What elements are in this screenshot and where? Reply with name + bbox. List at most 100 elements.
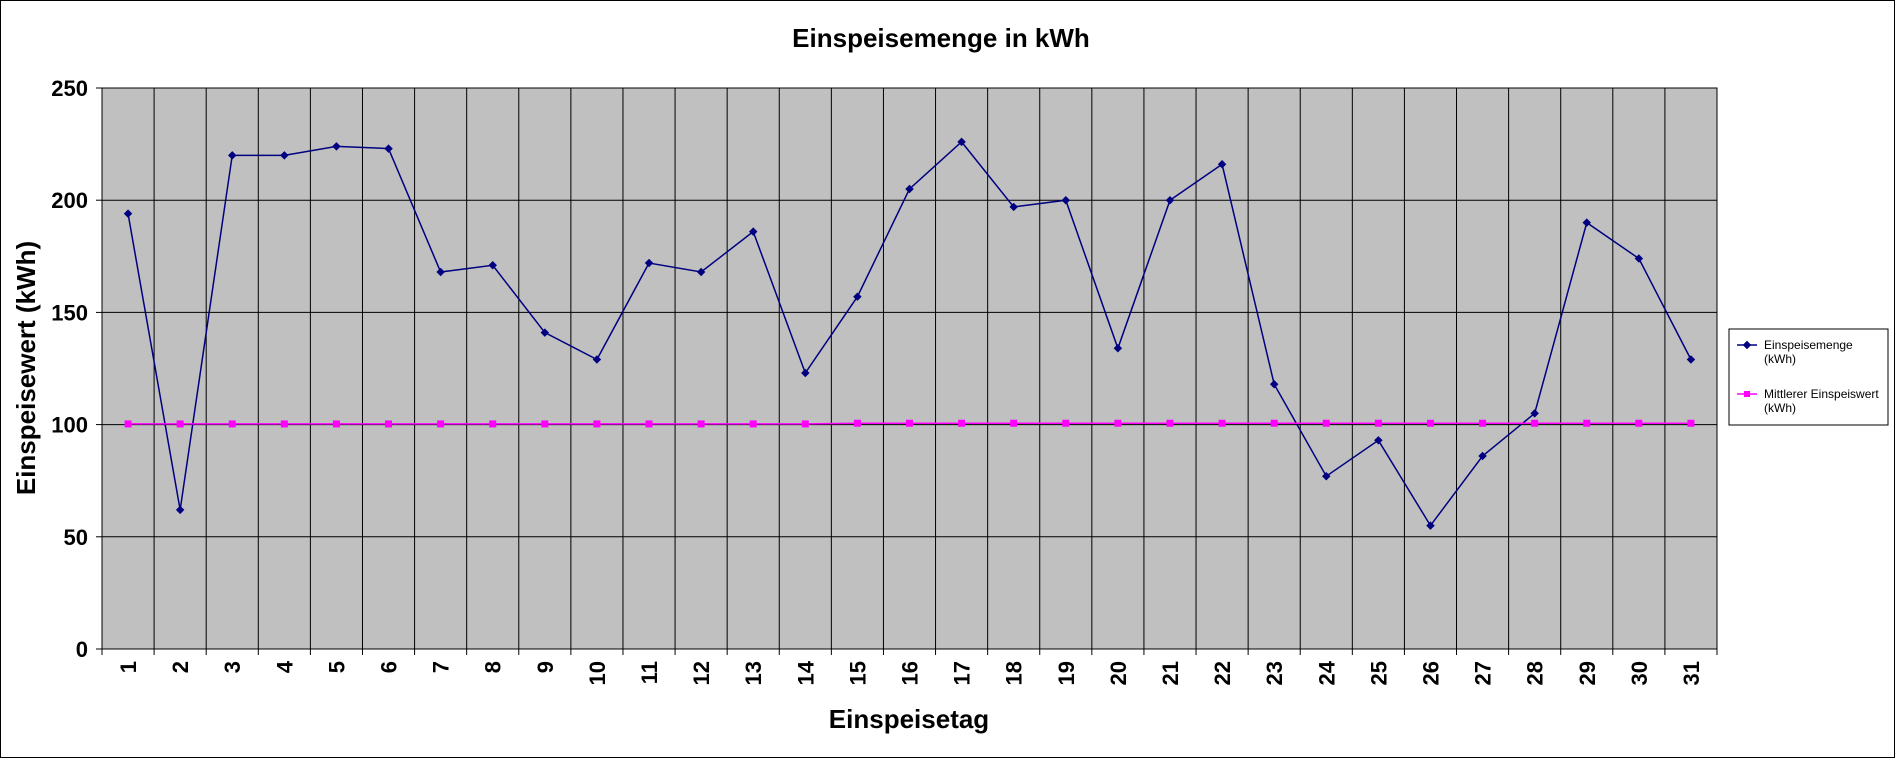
data-point <box>853 292 862 301</box>
data-point <box>280 151 289 160</box>
x-tick-label: 31 <box>1679 661 1704 685</box>
y-tick-label: 200 <box>51 188 88 213</box>
x-tick-label: 7 <box>429 661 454 673</box>
data-point <box>1686 355 1696 364</box>
legend-label-einspeisemenge-line2: (kWh) <box>1764 352 1796 366</box>
data-point <box>644 258 654 268</box>
data-point <box>1374 436 1383 445</box>
x-tick-label: 9 <box>533 661 558 673</box>
x-tick-label: 17 <box>950 661 975 685</box>
y-tick-label: 0 <box>76 637 88 662</box>
data-point <box>436 267 445 277</box>
y-tick-label: 150 <box>51 300 88 325</box>
data-point <box>1426 419 1434 427</box>
data-point <box>1634 254 1644 263</box>
data-point <box>1269 379 1279 389</box>
x-axis-ticks: 1 2 3 4 5 6 7 8 9 10 11 12 13 14 15 16 17 18 19 20 21 22 23 24 2… <box>101 649 1718 685</box>
data-point <box>227 151 237 160</box>
x-tick-label: 21 <box>1158 661 1183 685</box>
data-point <box>280 420 288 428</box>
data-point <box>1478 451 1487 461</box>
data-point <box>1374 419 1382 427</box>
x-tick-label: 4 <box>272 660 297 673</box>
x-tick-label: 8 <box>481 661 506 673</box>
x-tick-label: 15 <box>845 661 870 685</box>
data-point <box>541 420 549 428</box>
legend-label-mittlerer-line1: Mittlerer Einspeiswert <box>1764 387 1879 401</box>
x-tick-label: 30 <box>1627 661 1652 685</box>
data-point <box>853 419 861 427</box>
data-point <box>592 355 602 364</box>
legend-label-mittlerer-line2: (kWh) <box>1764 401 1796 415</box>
data-point <box>489 420 497 428</box>
x-tick-label: 10 <box>585 661 610 685</box>
data-point <box>384 144 393 153</box>
data-point <box>175 505 185 515</box>
plot-area <box>101 87 1718 650</box>
data-point <box>1062 419 1070 427</box>
data-point <box>749 420 757 428</box>
data-point <box>1583 419 1591 427</box>
x-tick-label: 13 <box>741 661 766 685</box>
y-tick-label: 50 <box>64 525 88 550</box>
legend-marker-einspeisemenge <box>1742 340 1752 350</box>
x-tick-label: 19 <box>1054 661 1079 685</box>
data-point <box>123 209 133 218</box>
y-tick-label: 100 <box>51 413 88 438</box>
data-point <box>1635 419 1643 427</box>
x-tick-label: 22 <box>1210 661 1235 685</box>
y-axis-ticks: 0 50 100 150 200 250 <box>51 76 102 662</box>
x-tick-label: 3 <box>220 661 245 673</box>
data-point <box>332 142 341 151</box>
data-point <box>1166 419 1174 427</box>
series-mittlerer-einspeiswert <box>124 419 1695 428</box>
data-point <box>801 368 810 378</box>
data-point <box>906 419 913 427</box>
data-point <box>1322 471 1331 481</box>
x-tick-label: 28 <box>1523 661 1548 685</box>
data-point <box>540 328 550 337</box>
y-tick-label: 250 <box>51 76 88 101</box>
data-point <box>1479 419 1487 427</box>
data-point <box>697 420 705 428</box>
data-point <box>1270 419 1278 427</box>
x-tick-label: 25 <box>1366 661 1391 685</box>
x-tick-label: 24 <box>1314 660 1339 685</box>
data-point <box>645 420 653 428</box>
data-point <box>437 420 445 428</box>
data-point <box>1218 419 1226 427</box>
x-tick-label: 23 <box>1262 661 1287 685</box>
legend: Einspeisemenge (kWh) Mittlerer Einspeisw… <box>1728 328 1889 426</box>
data-point <box>176 420 184 428</box>
x-tick-label: 1 <box>116 661 141 673</box>
chart-title: Einspeisemenge in kWh <box>792 23 1090 53</box>
data-point <box>385 420 393 428</box>
legend-label-einspeisemenge-line1: Einspeisemenge <box>1764 338 1853 352</box>
data-point <box>1010 419 1018 427</box>
x-tick-label: 27 <box>1471 661 1496 685</box>
x-tick-label: 11 <box>637 661 662 684</box>
x-tick-label: 26 <box>1418 661 1443 685</box>
x-tick-label: 20 <box>1106 661 1131 685</box>
data-point <box>1322 419 1330 427</box>
x-tick-label: 14 <box>793 660 818 685</box>
data-point <box>124 420 132 428</box>
data-point <box>696 267 706 277</box>
data-point <box>1113 344 1123 353</box>
x-tick-label: 29 <box>1575 661 1600 685</box>
legend-marker-mittlerer <box>1744 391 1750 397</box>
data-point <box>228 420 236 428</box>
x-tick-label: 18 <box>1002 661 1027 685</box>
data-point <box>488 261 497 270</box>
data-point <box>958 419 966 427</box>
x-tick-label: 5 <box>324 661 349 673</box>
y-axis-title: Einspeisewert (kWh) <box>11 241 41 495</box>
vertical-gridlines <box>153 88 1666 649</box>
data-point <box>593 420 601 428</box>
data-point <box>1687 419 1695 427</box>
data-point <box>1531 419 1539 427</box>
x-axis-title: Einspeisetag <box>829 704 989 734</box>
x-tick-label: 16 <box>898 661 923 685</box>
